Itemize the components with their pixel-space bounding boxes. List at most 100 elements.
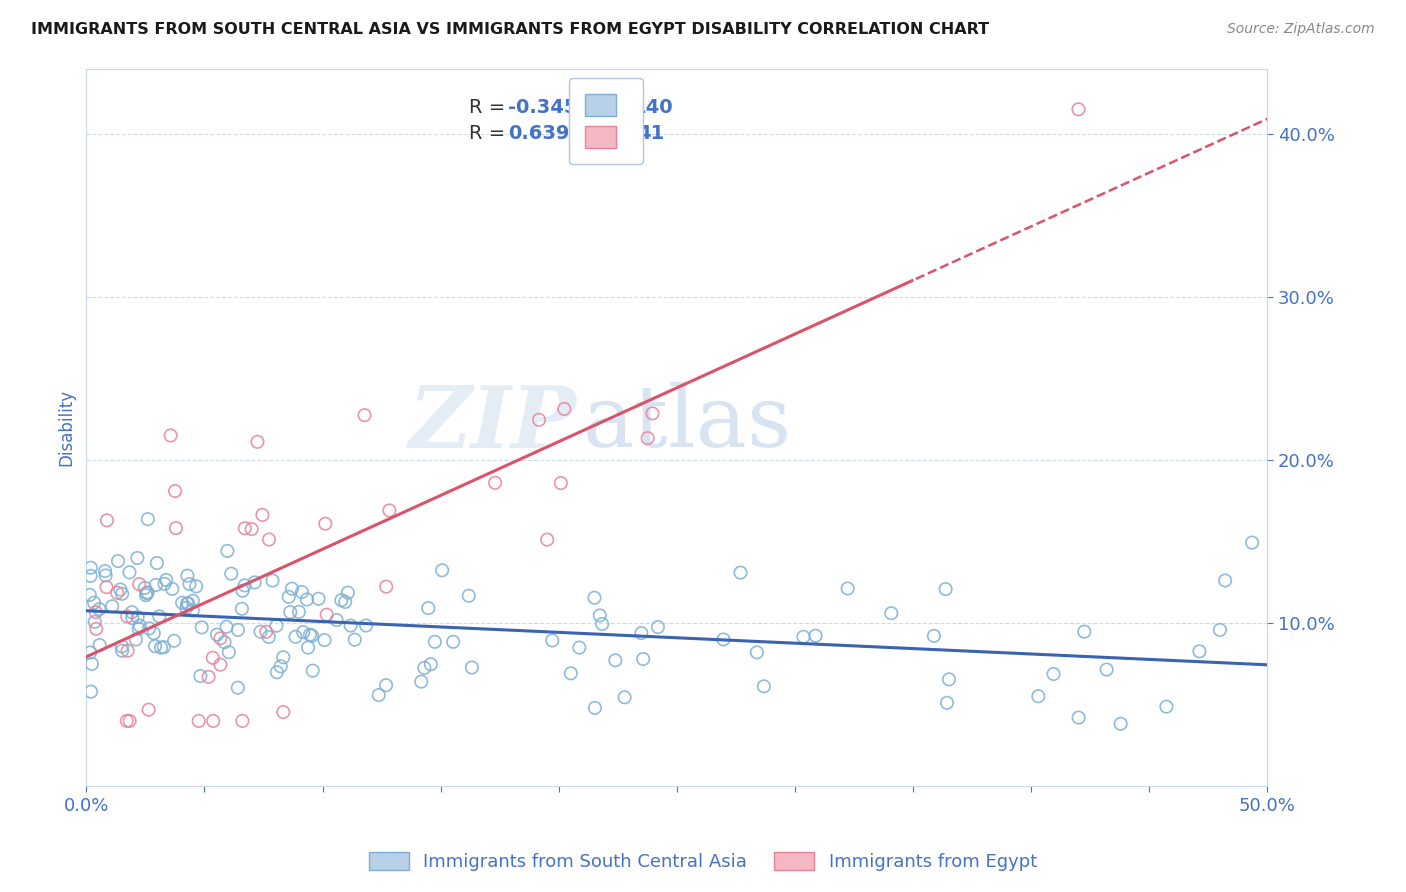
Point: [187, 714, 209, 728]
Point: [419, 657, 441, 672]
Point: [243, 575, 266, 590]
Point: [613, 690, 636, 705]
Point: [176, 597, 198, 611]
Point: [314, 516, 336, 531]
Point: [190, 669, 212, 683]
Point: [231, 601, 253, 615]
Point: [226, 681, 249, 695]
Point: [219, 566, 242, 581]
Point: [79, 646, 101, 660]
Point: [314, 633, 336, 648]
Point: [135, 586, 157, 600]
Point: [375, 678, 398, 692]
Point: [165, 521, 187, 535]
Point: [266, 665, 288, 680]
Point: [80, 560, 103, 574]
Text: Source: ZipAtlas.com: Source: ZipAtlas.com: [1227, 22, 1375, 37]
Point: [246, 434, 269, 449]
Point: [922, 629, 945, 643]
Point: [257, 533, 280, 547]
Point: [297, 640, 319, 655]
Point: [315, 607, 337, 622]
Point: [271, 650, 294, 665]
Point: [214, 635, 236, 649]
Point: [138, 703, 160, 717]
Point: [172, 596, 194, 610]
Point: [153, 577, 176, 591]
Point: [202, 714, 225, 728]
Point: [83, 615, 105, 629]
Point: [308, 591, 330, 606]
Point: [1073, 624, 1095, 639]
Point: [94, 564, 117, 578]
Point: [134, 581, 156, 595]
Point: [333, 595, 356, 609]
Point: [159, 428, 181, 442]
Point: [295, 592, 318, 607]
Point: [190, 620, 212, 634]
Legend: Immigrants from South Central Asia, Immigrants from Egypt: Immigrants from South Central Asia, Immi…: [361, 845, 1045, 879]
Point: [257, 630, 280, 644]
Point: [560, 666, 582, 681]
Point: [163, 633, 186, 648]
Point: [1241, 535, 1264, 549]
Point: [146, 556, 169, 570]
Point: [550, 476, 572, 491]
Point: [291, 585, 314, 599]
Point: [647, 620, 669, 634]
Point: [745, 645, 768, 659]
Point: [277, 590, 299, 604]
Point: [128, 618, 150, 632]
Point: [605, 653, 627, 667]
Point: [226, 623, 249, 637]
Y-axis label: Disability: Disability: [58, 389, 75, 466]
Point: [80, 684, 103, 698]
Point: [271, 705, 294, 719]
Point: [367, 688, 389, 702]
Point: [115, 714, 138, 728]
Point: [1109, 716, 1132, 731]
Point: [205, 627, 228, 641]
Point: [79, 569, 101, 583]
Point: [457, 589, 479, 603]
Point: [1042, 667, 1064, 681]
Point: [111, 640, 134, 654]
Point: [354, 618, 377, 632]
Point: [136, 585, 159, 599]
Point: [118, 714, 141, 728]
Point: [179, 577, 201, 591]
Point: [252, 508, 274, 522]
Point: [1209, 623, 1232, 637]
Point: [127, 610, 149, 624]
Point: [713, 632, 735, 647]
Point: [418, 601, 440, 615]
Text: IMMIGRANTS FROM SOUTH CENTRAL ASIA VS IMMIGRANTS FROM EGYPT DISABILITY CORRELATI: IMMIGRANTS FROM SOUTH CENTRAL ASIA VS IM…: [31, 22, 988, 37]
Point: [278, 605, 301, 619]
Point: [89, 638, 111, 652]
Point: [96, 580, 118, 594]
Point: [298, 628, 321, 642]
Point: [105, 586, 128, 600]
Point: [84, 605, 107, 619]
Point: [94, 568, 117, 582]
Point: [936, 696, 959, 710]
Text: N =: N =: [600, 98, 644, 118]
Point: [155, 573, 177, 587]
Point: [301, 664, 323, 678]
Text: 140: 140: [633, 98, 673, 118]
Point: [128, 577, 150, 591]
Point: [583, 591, 606, 605]
Point: [630, 626, 652, 640]
Point: [301, 629, 323, 643]
Point: [262, 574, 284, 588]
Point: [270, 659, 292, 673]
Point: [430, 563, 453, 577]
Point: [201, 650, 224, 665]
Point: [121, 605, 143, 619]
Point: [591, 617, 613, 632]
Point: [1095, 663, 1118, 677]
Point: [176, 568, 198, 582]
Text: -0.345: -0.345: [508, 98, 578, 118]
Point: [938, 673, 960, 687]
Point: [84, 622, 107, 636]
